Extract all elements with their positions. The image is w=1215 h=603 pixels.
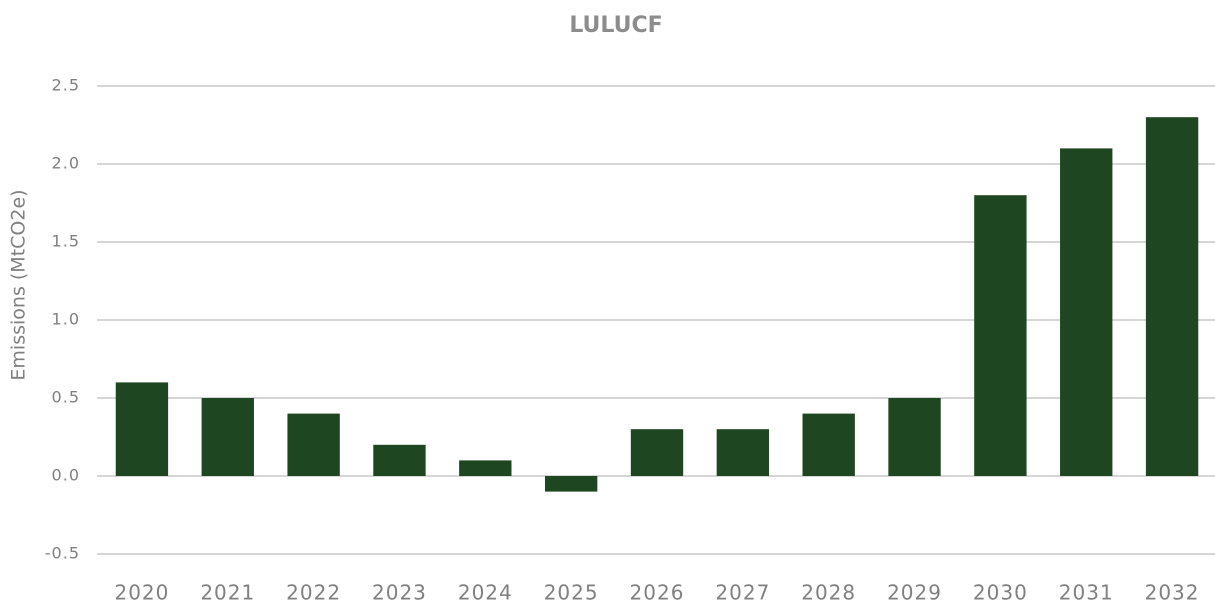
bar [373, 444, 426, 476]
bar [287, 413, 340, 476]
x-tick-label: 2027 [715, 581, 770, 603]
bar [630, 429, 684, 476]
x-tick-label: 2020 [114, 581, 169, 603]
x-tick-label: 2023 [372, 581, 427, 603]
chart-title: LULUCF [569, 13, 662, 38]
y-axis-label: Emissions (MtCO2e) [8, 189, 30, 380]
x-tick-label: 2032 [1145, 581, 1200, 603]
y-tick-label: 0.0 [52, 466, 80, 485]
bar [974, 195, 1027, 476]
y-tick-label: 0.5 [52, 388, 80, 407]
bar [201, 398, 254, 476]
x-tick-label: 2030 [973, 581, 1028, 603]
bar [1145, 117, 1199, 476]
x-tick-label: 2022 [286, 581, 341, 603]
bar [888, 398, 941, 476]
x-tick-label: 2025 [544, 581, 599, 603]
x-tick-label: 2029 [887, 581, 942, 603]
x-tick-label: 2021 [200, 581, 255, 603]
x-tick-label: 2031 [1059, 581, 1114, 603]
bar [802, 413, 855, 476]
bar [459, 460, 512, 476]
x-tick-label: 2024 [458, 581, 513, 603]
x-tick-label: 2028 [801, 581, 856, 603]
y-tick-label: 2.5 [52, 76, 80, 95]
y-tick-label: -0.5 [45, 544, 80, 563]
bar [115, 382, 169, 476]
y-tick-label: 1.5 [52, 232, 80, 251]
bar [544, 476, 598, 492]
x-tick-label: 2026 [630, 581, 685, 603]
y-tick-label: 1.0 [52, 310, 80, 329]
y-tick-label: 2.0 [52, 154, 80, 173]
bar [716, 429, 770, 476]
bar [1060, 148, 1113, 476]
